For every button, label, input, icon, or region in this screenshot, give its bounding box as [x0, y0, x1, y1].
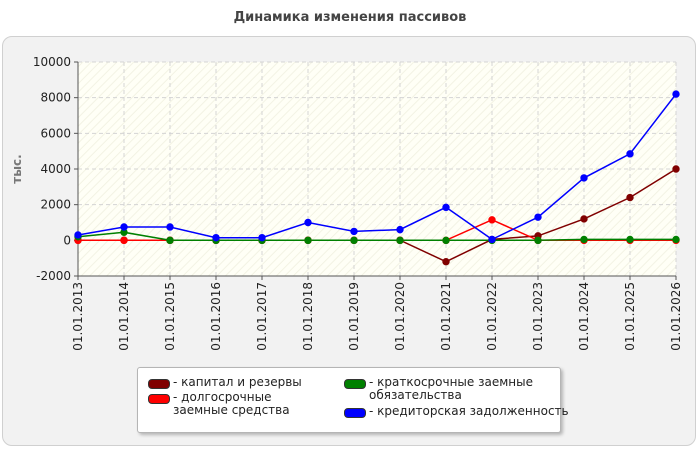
x-tick-label: 01.01.2022: [485, 282, 499, 351]
data-point-short-term-loans: [304, 236, 312, 245]
data-point-accounts-payable: [626, 150, 634, 158]
x-tick-label: 01.01.2023: [531, 282, 545, 351]
data-point-long-term-loans: [120, 236, 128, 245]
data-point-capital: [672, 165, 680, 173]
x-tick-label: 01.01.2013: [71, 282, 85, 351]
data-point-short-term-loans: [580, 235, 588, 244]
data-point-accounts-payable: [304, 218, 312, 227]
data-point-capital: [580, 215, 588, 223]
data-point-accounts-payable: [396, 225, 404, 234]
y-tick-label: 10000: [33, 55, 71, 69]
data-point-short-term-loans: [672, 235, 680, 244]
legend-item-capital: - капитал и резервы: [148, 376, 343, 389]
data-point-short-term-loans: [534, 236, 542, 245]
data-point-long-term-loans: [488, 216, 496, 224]
data-point-short-term-loans: [350, 236, 358, 245]
x-tick-label: 01.01.2017: [255, 282, 269, 351]
legend-swatch-accounts-payable: [344, 408, 366, 418]
legend-label-capital: - капитал и резервы: [173, 375, 302, 389]
y-tick-label: 2000: [40, 198, 71, 212]
y-tick-label: 4000: [40, 162, 71, 176]
legend-item-short-term-loans: - краткосрочные заемные обязательства: [344, 376, 559, 402]
data-point-short-term-loans: [396, 236, 404, 245]
data-point-accounts-payable: [74, 231, 82, 239]
legend: - капитал и резервы - долгосрочные заемн…: [137, 367, 569, 433]
data-point-accounts-payable: [442, 203, 450, 212]
legend-label-accounts-payable: - кредиторская задолженность: [369, 404, 569, 418]
data-point-accounts-payable: [258, 233, 266, 242]
y-tick-label: 6000: [40, 126, 71, 140]
x-tick-label: 01.01.2021: [439, 282, 453, 351]
legend-swatch-capital: [148, 379, 170, 389]
x-tick-label: 01.01.2020: [393, 282, 407, 351]
x-tick-label: 01.01.2014: [117, 282, 131, 351]
y-tick-label: 0: [63, 233, 71, 247]
data-point-capital: [626, 193, 634, 202]
legend-item-long-term-loans: - долгосрочные заемные средства: [148, 391, 328, 417]
data-point-short-term-loans: [626, 235, 634, 244]
data-point-accounts-payable: [672, 90, 680, 98]
x-tick-label: 01.01.2025: [623, 282, 637, 351]
data-point-accounts-payable: [488, 235, 496, 244]
data-point-accounts-payable: [580, 174, 588, 182]
data-point-accounts-payable: [166, 223, 174, 231]
series-line-accounts-payable: [77, 93, 677, 241]
series-line-short-term-loans: [77, 231, 676, 242]
legend-label-short-term-loans: - краткосрочные заемные обязательства: [369, 375, 533, 402]
y-tick-label: 8000: [40, 91, 71, 105]
data-point-capital: [442, 258, 450, 266]
series-lines: [77, 93, 677, 263]
legend-swatch-short-term-loans: [344, 379, 366, 389]
legend-swatch-long-term-loans: [148, 394, 170, 404]
data-point-short-term-loans: [166, 236, 174, 245]
x-tick-label: 01.01.2024: [577, 282, 591, 351]
data-point-accounts-payable: [350, 227, 358, 236]
tick-labels: -2000 0 2000 4000 6000 8000 10000 01.01.2013 01.…: [33, 55, 683, 351]
data-point-accounts-payable: [212, 233, 220, 242]
x-tick-label: 01.01.2015: [163, 282, 177, 351]
x-tick-label: 01.01.2016: [209, 282, 223, 351]
x-tick-label: 01.01.2019: [347, 282, 361, 351]
plot-area: [78, 62, 676, 276]
x-tick-label: 01.01.2026: [669, 282, 683, 351]
y-axis-label: тыс.: [10, 154, 24, 183]
legend-label-long-term-loans: - долгосрочные заемные средства: [173, 390, 290, 417]
y-tick-label: -2000: [36, 269, 71, 283]
data-point-accounts-payable: [120, 223, 128, 231]
x-tick-label: 01.01.2018: [301, 282, 315, 351]
chart-title: Динамика изменения пассивов: [233, 10, 467, 25]
series-points: [74, 90, 680, 266]
data-point-accounts-payable: [534, 213, 542, 221]
data-point-short-term-loans: [442, 236, 450, 245]
legend-item-accounts-payable: - кредиторская задолженность: [344, 405, 579, 418]
